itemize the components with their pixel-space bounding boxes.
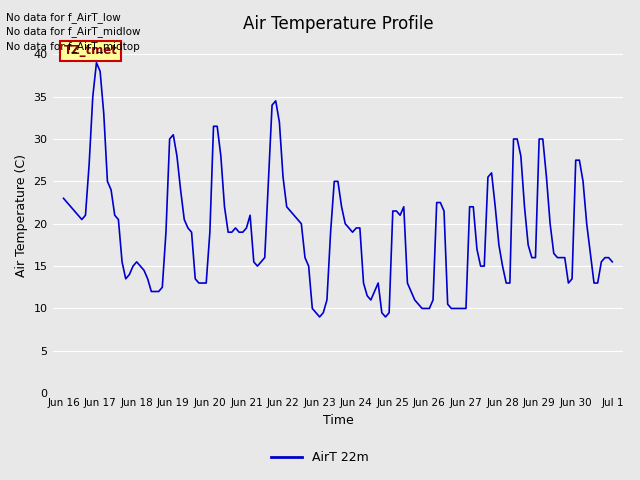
- Legend: AirT 22m: AirT 22m: [266, 446, 374, 469]
- Text: No data for f_AirT_low: No data for f_AirT_low: [6, 12, 121, 23]
- X-axis label: Time: Time: [323, 414, 353, 427]
- Text: No data for f_AirT_midlow: No data for f_AirT_midlow: [6, 26, 141, 37]
- Text: TZ_tmet: TZ_tmet: [63, 44, 117, 57]
- Title: Air Temperature Profile: Air Temperature Profile: [243, 15, 433, 33]
- Text: No data for f_AirT_midtop: No data for f_AirT_midtop: [6, 41, 140, 52]
- Y-axis label: Air Temperature (C): Air Temperature (C): [15, 154, 28, 277]
